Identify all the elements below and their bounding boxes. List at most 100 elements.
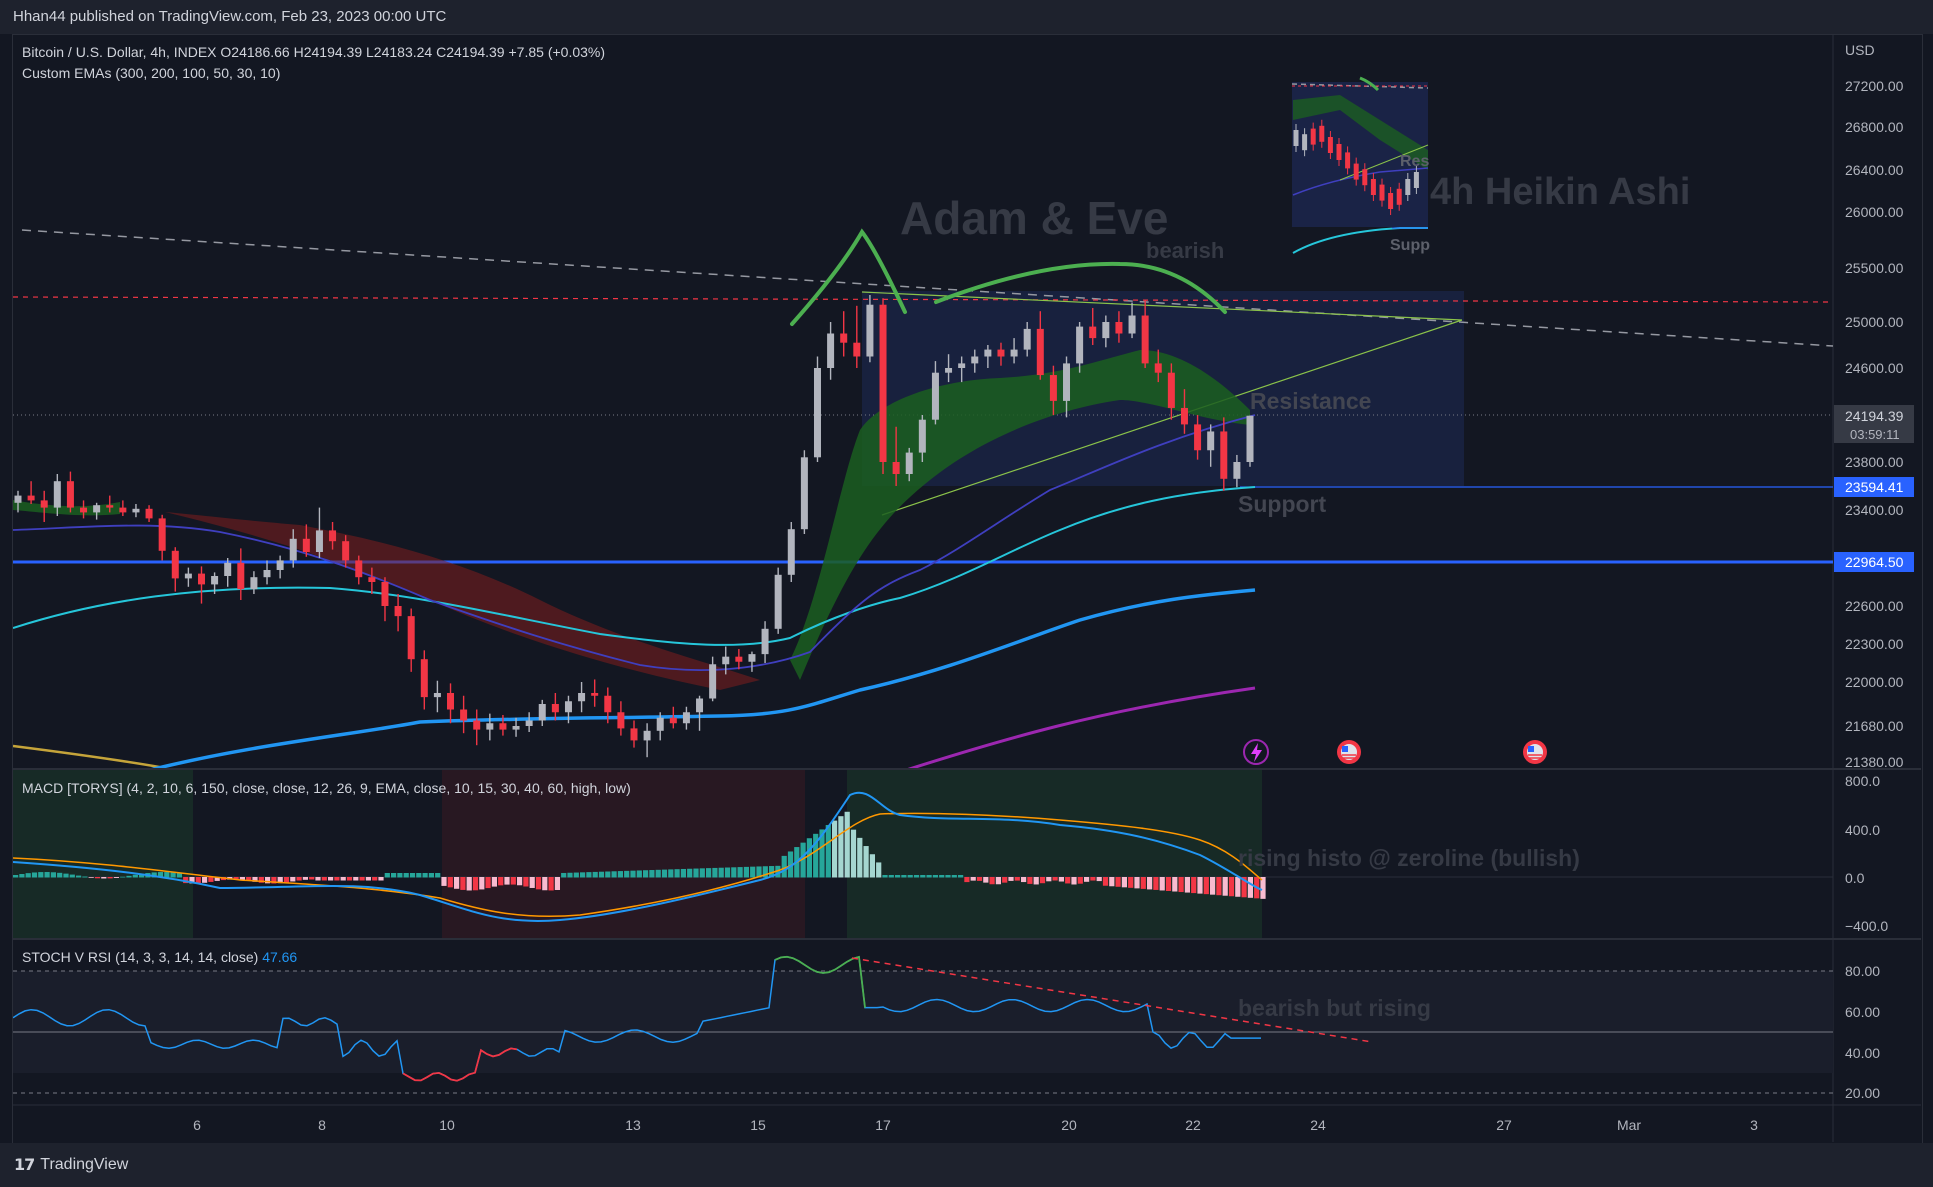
candle[interactable]: [1049, 365, 1057, 415]
candle[interactable]: [1180, 389, 1188, 434]
candle[interactable]: [1167, 363, 1175, 420]
candle[interactable]: [263, 560, 271, 585]
ema-cyan-line[interactable]: [13, 486, 1256, 646]
candle[interactable]: [1194, 415, 1202, 460]
candle[interactable]: [276, 555, 284, 579]
support-label[interactable]: Support: [1238, 491, 1326, 517]
candle[interactable]: [879, 298, 887, 474]
candle[interactable]: [1076, 322, 1084, 373]
candle[interactable]: [315, 507, 323, 558]
candle[interactable]: [840, 311, 848, 357]
candle[interactable]: [132, 504, 140, 518]
bearish-label[interactable]: bearish: [1146, 238, 1224, 263]
candle[interactable]: [394, 594, 402, 632]
tradingview-logo[interactable]: 17 TradingView: [14, 1155, 128, 1174]
heikin-ashi-inset[interactable]: Res Supp: [1291, 76, 1430, 254]
candle[interactable]: [1128, 302, 1136, 339]
candle[interactable]: [958, 356, 966, 383]
candle[interactable]: [827, 322, 835, 380]
candle[interactable]: [630, 720, 638, 748]
candle[interactable]: [197, 566, 205, 604]
candle[interactable]: [250, 571, 258, 594]
resistance-label[interactable]: Resistance: [1250, 388, 1371, 414]
candle[interactable]: [643, 723, 651, 758]
candle[interactable]: [800, 450, 808, 534]
candle[interactable]: [945, 354, 953, 383]
us-flag-event-icon[interactable]: [1337, 740, 1361, 764]
candle[interactable]: [1154, 349, 1162, 383]
candle[interactable]: [368, 567, 376, 594]
candle[interactable]: [918, 415, 926, 462]
candle[interactable]: [447, 683, 455, 724]
candle[interactable]: [14, 490, 22, 513]
candle[interactable]: [525, 712, 533, 732]
candle[interactable]: [184, 567, 192, 587]
stoch-legend[interactable]: STOCH V RSI (14, 3, 3, 14, 14, close) 47…: [22, 949, 297, 965]
heikin-label[interactable]: 4h Heikin Ashi: [1430, 171, 1690, 213]
flash-event-icon[interactable]: [1243, 739, 1269, 765]
candle[interactable]: [407, 608, 415, 672]
ema-purple-line[interactable]: [900, 686, 1256, 772]
candle[interactable]: [473, 709, 481, 746]
stoch-rsi-line[interactable]: [13, 955, 1261, 1082]
candle[interactable]: [1220, 417, 1228, 491]
candle[interactable]: [813, 356, 821, 463]
candle[interactable]: [145, 505, 153, 522]
candle[interactable]: [722, 646, 730, 675]
candle[interactable]: [512, 717, 520, 737]
candle[interactable]: [158, 514, 166, 561]
triangle-upper[interactable]: [861, 291, 1463, 321]
candle[interactable]: [1115, 311, 1123, 343]
candle[interactable]: [1023, 322, 1031, 357]
candle[interactable]: [735, 649, 743, 670]
candle[interactable]: [433, 680, 441, 713]
candle[interactable]: [53, 474, 61, 516]
candle[interactable]: [578, 682, 586, 713]
candle[interactable]: [1246, 415, 1254, 467]
candle[interactable]: [302, 524, 310, 557]
us-flag-event-icon-2[interactable]: [1523, 740, 1547, 764]
candle[interactable]: [1089, 307, 1097, 345]
candle[interactable]: [1141, 300, 1149, 368]
macd-pane[interactable]: rising histo @ zeroline (bullish): [13, 770, 1833, 938]
candle[interactable]: [748, 651, 756, 672]
candle[interactable]: [460, 695, 468, 734]
candle[interactable]: [1233, 454, 1241, 488]
candle[interactable]: [787, 522, 795, 582]
candle[interactable]: [761, 621, 769, 663]
candle[interactable]: [381, 577, 389, 622]
ema-navy-line[interactable]: [13, 414, 1256, 671]
candle[interactable]: [564, 695, 572, 724]
resistance-line[interactable]: [13, 296, 1833, 303]
candle[interactable]: [538, 699, 546, 726]
ema-yellow-line[interactable]: [13, 744, 166, 768]
candle[interactable]: [1010, 338, 1018, 364]
candle[interactable]: [866, 295, 874, 363]
candle[interactable]: [486, 713, 494, 741]
macd-legend[interactable]: MACD [TORYS] (4, 2, 10, 6, 150, close, c…: [22, 780, 631, 796]
candle[interactable]: [892, 426, 900, 486]
candle[interactable]: [853, 305, 861, 368]
time-axis[interactable]: 6 8 10 13 15 17 20 22 24 27 Mar 3: [193, 1117, 1758, 1133]
stoch-note[interactable]: bearish but rising: [1238, 995, 1431, 1021]
candle[interactable]: [66, 471, 74, 513]
eve-curve-drawing[interactable]: [934, 261, 1227, 314]
candle[interactable]: [604, 687, 612, 724]
candle[interactable]: [211, 572, 219, 594]
candle[interactable]: [682, 706, 690, 730]
pattern-label[interactable]: Adam & Eve: [900, 192, 1168, 244]
candle[interactable]: [1036, 311, 1044, 380]
candle[interactable]: [591, 679, 599, 707]
candle[interactable]: [342, 535, 350, 568]
ema-legend[interactable]: Custom EMAs (300, 200, 100, 50, 30, 10): [22, 65, 280, 81]
price-pane[interactable]: Res Supp Adam & Eve bearish 4h Heikin As…: [13, 76, 1833, 772]
stoch-rsi-pane[interactable]: bearish but rising: [13, 955, 1833, 1094]
candle[interactable]: [709, 656, 717, 702]
candle[interactable]: [289, 529, 297, 568]
candle[interactable]: [984, 345, 992, 368]
candle[interactable]: [80, 500, 88, 519]
candle[interactable]: [931, 361, 939, 425]
candle[interactable]: [171, 547, 179, 592]
candle[interactable]: [119, 500, 127, 516]
